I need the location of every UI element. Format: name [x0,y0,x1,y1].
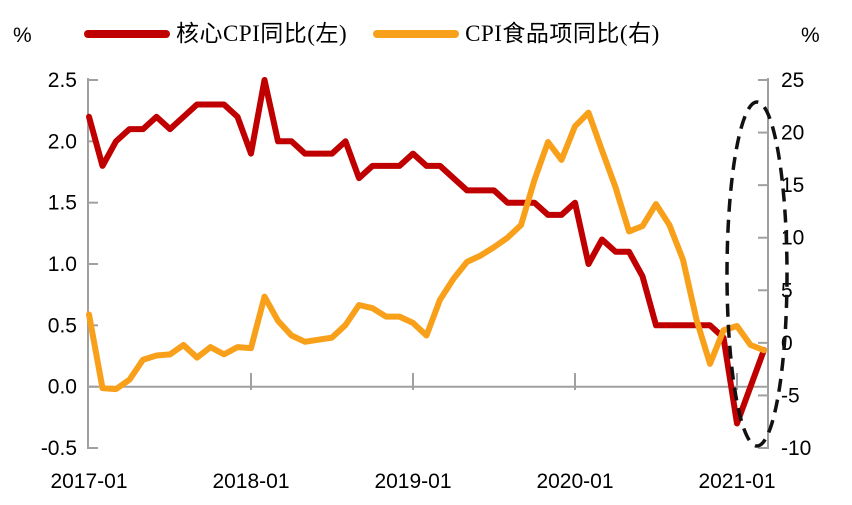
y-axis-left-label: 2.5 [48,69,77,92]
left-axis-unit: % [13,24,32,47]
data-series [86,77,767,427]
core-cpi-line [86,77,767,427]
y-axis-left-label: 1.0 [48,253,77,276]
y-axis-left-label: -0.5 [41,437,77,460]
x-axis-label: 2021-01 [698,470,775,493]
x-axis-label: 2017-01 [50,470,127,493]
x-axis-label: 2019-01 [374,470,451,493]
y-axis-left-label: 2.0 [48,130,77,153]
y-axis-right-label: 20 [781,122,804,145]
food-cpi-line [86,109,767,393]
legend-item-core-cpi: 核心CPI同比(左) [84,21,347,47]
y-axis-right-label: 5 [781,279,793,302]
chart-legend: 核心CPI同比(左) CPI食品项同比(右) [84,21,660,47]
y-axis-right-ticks [758,79,768,449]
x-axis-labels: 2017-01 2018-01 2019-01 2020-01 2021-01 [50,470,775,493]
y-axis-left-label: 0.0 [48,376,77,399]
y-axis-right-labels: 25 20 15 10 5 0 -5 -10 [781,69,811,460]
food-cpi-line-swatch-icon [373,30,460,38]
y-axis-left-labels: 2.5 2.0 1.5 1.0 0.5 0.0 -0.5 [41,69,77,460]
y-axis-left-label: 1.5 [48,192,77,215]
y-axis-right-label: -10 [781,437,811,460]
legend-label-food-cpi: CPI食品项同比(右) [465,21,660,46]
core-cpi-line-swatch-icon [84,30,170,38]
x-axis-label: 2018-01 [212,470,289,493]
legend-label-core-cpi: 核心CPI同比(左) [176,21,348,46]
x-axis-ticks [250,373,738,390]
y-axis-left-label: 0.5 [48,314,77,337]
legend-item-food-cpi: CPI食品项同比(右) [373,21,660,47]
y-axis-right-label: 0 [781,332,793,355]
y-axis-right-label: 10 [781,227,804,250]
highlight-ellipse-annotation [725,100,789,448]
y-axis-right-label: 15 [781,174,804,197]
x-axis-label: 2020-01 [536,470,613,493]
right-axis-unit: % [801,24,820,47]
y-axis-right-label: 25 [781,69,804,92]
y-axis-right-label: -5 [781,384,800,407]
